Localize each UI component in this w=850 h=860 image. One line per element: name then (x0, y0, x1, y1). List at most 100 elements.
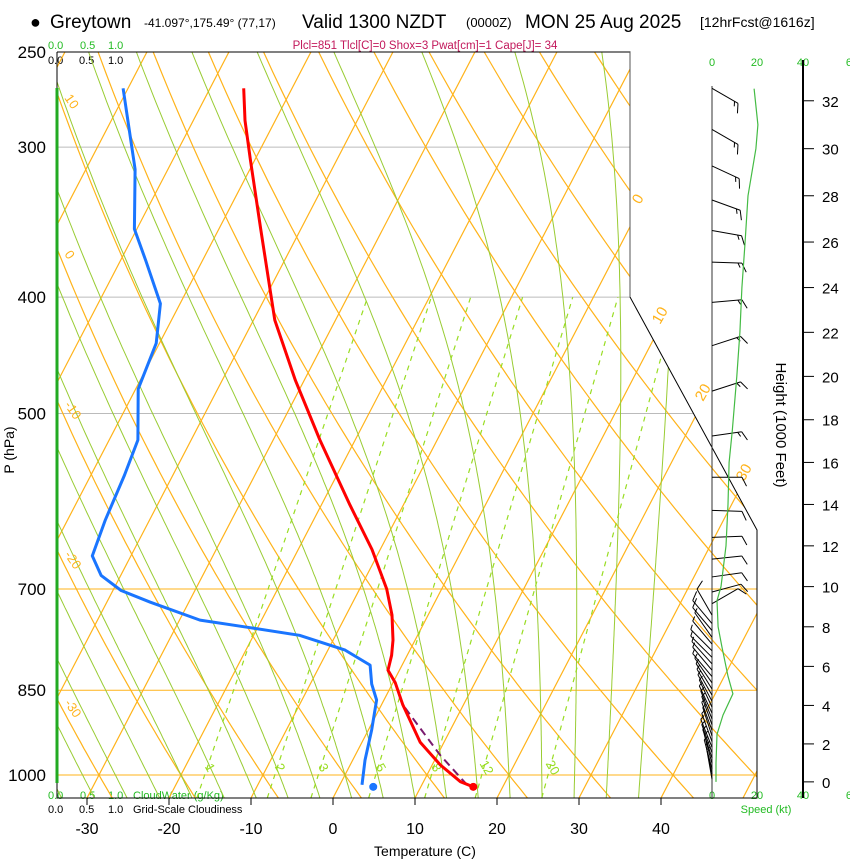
station-bullet-icon: ● (30, 12, 41, 32)
scale-tick: 0.5 (80, 40, 95, 52)
wind-barb-half (692, 616, 696, 622)
isotherm-label: 0 (629, 191, 648, 207)
dry-adiabat-line (783, 0, 850, 805)
x-tick-label: 30 (570, 821, 588, 838)
wind-barb (691, 636, 713, 665)
wind-barb-full (740, 381, 748, 390)
isotherm-line (410, 52, 757, 798)
mixing-ratio-line (541, 296, 678, 798)
wind-barb (711, 129, 739, 155)
wind-barb-full (741, 572, 748, 582)
wind-barb (711, 335, 748, 347)
cloudwater-label: CloudWater (g/Kg) (133, 790, 224, 802)
dewpoint-line (90, 88, 379, 785)
isotherm-label: 30 (733, 461, 756, 484)
axes: -30 -20 -10 0 10 20 30 402503004005007008501000… (8, 43, 839, 838)
wind-barb (696, 664, 713, 696)
wind-barb-full (736, 103, 739, 114)
isotherm-line (574, 52, 757, 798)
height-tick-label: 22 (822, 325, 839, 342)
moist-adiabat-line (57, 52, 196, 798)
wind-barb-staff (711, 129, 739, 145)
dry-adiabat-line (316, 52, 757, 798)
wind-barb-staff (711, 261, 742, 264)
dry-adiabat-label: -30 (62, 696, 85, 720)
isotherm-line (57, 52, 454, 798)
scale-tick: 1.0 (108, 40, 123, 52)
dry-adiabat-line (109, 52, 618, 798)
wind-barb (711, 509, 747, 521)
wind-barb (690, 631, 713, 658)
scale-tick: 1.0 (108, 55, 123, 67)
moist-adiabat-line (579, 52, 622, 798)
wind-barb-half (706, 746, 712, 751)
height-tick-label: 2 (822, 737, 830, 754)
wind-barb-full (741, 536, 748, 546)
wind-barb-staff (711, 572, 742, 578)
wind-barb (690, 624, 713, 652)
wind-barb-half (697, 670, 702, 675)
speed-tick: 60 (846, 790, 850, 802)
moist-adiabat-line (57, 52, 164, 798)
wind-barb-staff (711, 583, 742, 593)
speed-label: Speed (kt) (741, 804, 792, 816)
moist-adiabat-line (57, 52, 99, 798)
wind-barb-half (691, 636, 695, 642)
wind-barb-half (737, 234, 740, 240)
speed-axis-bottom: 0 20 40 60 Speed (kt) (709, 790, 850, 816)
wind-barb-half (690, 624, 693, 630)
cloudwater-scale-top: 0.0 0.5 1.0 (48, 40, 123, 52)
forecast-info: [12hrFcst@1616z] (700, 14, 815, 30)
isotherm-line (246, 52, 700, 798)
wind-barb-staff (701, 696, 713, 725)
height-tick-label: 24 (822, 281, 839, 298)
wind-barb-half (698, 681, 703, 687)
surface-temperature-dot (469, 782, 478, 791)
height-tick-label: 30 (822, 142, 839, 159)
wind-barb-full (741, 555, 748, 565)
wind-barb-half (690, 631, 693, 637)
wind-barb-full (740, 336, 748, 344)
isotherm-line (164, 52, 618, 798)
wind-barb-half (701, 720, 706, 725)
wind-barb-full (696, 580, 703, 590)
wind-barb-half (701, 692, 706, 697)
surface-dewpoint-dot (369, 782, 378, 791)
wind-barb (692, 642, 713, 671)
wind-barb-staff (690, 635, 713, 658)
isotherm-label: 10 (649, 304, 672, 327)
wind-barb-staff (702, 707, 713, 737)
wind-barb-staff (706, 749, 713, 780)
wind-barb (711, 381, 748, 392)
dry-adiabat-line (57, 52, 368, 798)
wind-barb (711, 583, 749, 593)
wind-barb-half (703, 730, 709, 735)
wind-barb-staff (696, 588, 713, 616)
height-tick-label: 4 (822, 698, 830, 715)
wind-barb-half (700, 715, 705, 720)
wind-barb-half (702, 725, 707, 730)
wind-barb-full (692, 598, 698, 608)
scale-tick: 0.0 (48, 55, 63, 67)
wind-speed-line (715, 88, 759, 782)
mixing-ratio-label: 12 (477, 757, 497, 777)
wind-barb-half (737, 262, 741, 268)
height-tick-label: 10 (822, 580, 839, 597)
wind-barb-full (741, 262, 747, 273)
dry-adiabat-line (57, 52, 284, 798)
wind-barb-half (701, 698, 706, 703)
moist-adiabat-line (57, 52, 292, 798)
wind-barb-full (740, 583, 749, 592)
wind-barb-half (696, 664, 701, 670)
wind-barb-half (698, 675, 703, 681)
scale-tick: 0.0 (48, 804, 63, 816)
dry-adiabat-line (420, 52, 757, 798)
wind-barb-staff (692, 600, 713, 624)
wind-barb-full (737, 588, 747, 595)
station-name: Greytown (50, 12, 131, 33)
wind-barb-half (702, 703, 707, 708)
wind-barb-half (692, 642, 696, 648)
wind-barb (711, 431, 748, 441)
wind-barb-full (692, 591, 698, 601)
scale-tick: 0.5 (79, 804, 94, 816)
